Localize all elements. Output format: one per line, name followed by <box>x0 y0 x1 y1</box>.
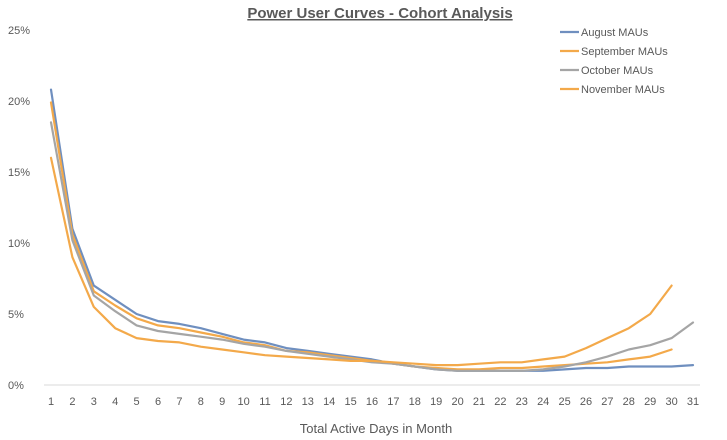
x-tick-label: 8 <box>198 396 204 408</box>
y-tick-label: 15% <box>8 167 30 179</box>
series-line-september-maus <box>49 101 673 371</box>
y-tick-label: 5% <box>8 309 24 321</box>
x-axis-ticks: 1 2 3 4 5 6 7 8 9 10 11 12 13 14 15 16 17 18 19 20 21 22 23 24 2… <box>48 396 699 408</box>
x-tick-label: 1 <box>48 396 54 408</box>
y-tick-label: 10% <box>8 238 30 250</box>
x-tick-label: 22 <box>494 396 506 408</box>
x-tick-label: 13 <box>302 396 314 408</box>
y-tick-label: 0% <box>8 380 24 392</box>
x-tick-label: 25 <box>558 396 570 408</box>
x-tick-label: 2 <box>69 396 75 408</box>
legend-label: August MAUs <box>581 27 649 39</box>
x-tick-label: 21 <box>473 396 485 408</box>
x-tick-label: 20 <box>451 396 463 408</box>
x-tick-label: 15 <box>344 396 356 408</box>
series-line-august-maus <box>49 88 695 372</box>
legend-label: November MAUs <box>581 84 665 96</box>
x-tick-label: 28 <box>623 396 635 408</box>
x-axis-label: Total Active Days in Month <box>300 421 452 436</box>
x-tick-label: 24 <box>537 396 549 408</box>
series-line-october-maus <box>49 121 695 372</box>
series-layer <box>49 88 695 372</box>
y-tick-label: 20% <box>8 96 30 108</box>
x-tick-label: 9 <box>219 396 225 408</box>
x-tick-label: 17 <box>387 396 399 408</box>
x-tick-label: 6 <box>155 396 161 408</box>
x-tick-label: 16 <box>366 396 378 408</box>
x-tick-label: 29 <box>644 396 656 408</box>
x-tick-label: 11 <box>259 396 270 408</box>
x-tick-label: 3 <box>91 396 97 408</box>
legend: August MAUs September MAUs October MAUs Nov… <box>560 27 668 96</box>
x-tick-label: 26 <box>580 396 592 408</box>
y-axis-ticks: 0% 5% 10% 15% 20% 25% <box>8 25 30 392</box>
x-tick-label: 18 <box>409 396 421 408</box>
x-tick-label: 23 <box>516 396 528 408</box>
x-tick-label: 30 <box>665 396 677 408</box>
x-tick-label: 10 <box>237 396 249 408</box>
series-line-november-maus <box>49 156 673 367</box>
y-tick-label: 25% <box>8 25 30 37</box>
x-tick-label: 5 <box>134 396 140 408</box>
x-tick-label: 14 <box>323 396 335 408</box>
legend-label: October MAUs <box>581 65 654 77</box>
chart-title: Power User Curves - Cohort Analysis <box>247 5 512 22</box>
x-tick-label: 12 <box>280 396 292 408</box>
x-tick-label: 4 <box>112 396 118 408</box>
x-tick-label: 19 <box>430 396 442 408</box>
legend-label: September MAUs <box>581 46 668 58</box>
x-tick-label: 7 <box>176 396 182 408</box>
x-tick-label: 31 <box>687 396 699 408</box>
x-tick-label: 27 <box>601 396 613 408</box>
